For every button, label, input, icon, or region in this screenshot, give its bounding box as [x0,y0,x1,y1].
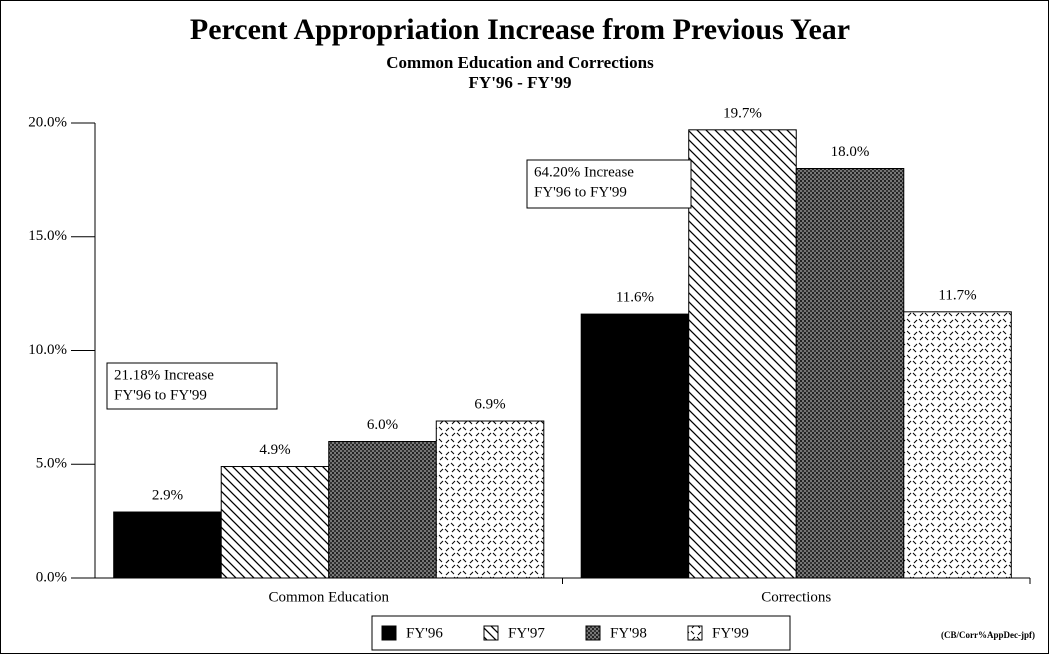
legend-swatch [585,625,601,641]
annotation: 21.18% Increase [114,367,214,383]
data-label: 6.9% [474,396,505,412]
legend-label: FY'96 [406,625,443,641]
bar [903,311,1012,579]
chart-subtitle: Common Education and Corrections [386,53,654,72]
annotation: FY'96 to FY'99 [114,387,207,403]
x-tick-label: Common Education [269,589,390,605]
y-tick-label: 15.0% [28,228,67,244]
bar [580,313,690,579]
annotation-box [526,159,692,209]
bar [795,168,905,579]
data-label: 11.6% [616,290,654,306]
data-label: 18.0% [831,144,870,160]
legend-label: FY'98 [610,625,647,641]
chart-title: Percent Appropriation Increase from Prev… [190,13,850,46]
legend-swatch [687,625,703,641]
annotation: FY'96 to FY'99 [534,184,627,200]
y-tick-label: 0.0% [36,569,67,585]
bar [220,466,330,579]
x-tick-label: Corrections [761,589,831,605]
annotation-box [106,362,278,410]
y-tick-label: 20.0% [28,114,67,130]
bar [435,420,545,579]
data-label: 11.7% [938,287,976,303]
data-label: 19.7% [723,105,762,121]
legend-swatch [381,625,397,641]
legend-swatch [483,625,499,641]
legend-label: FY'99 [712,625,749,641]
chart-subtitle: FY'96 - FY'99 [469,73,572,92]
legend-label: FY'97 [508,625,545,641]
bar [328,441,437,579]
y-tick-label: 5.0% [36,456,67,472]
annotation: 64.20% Increase [534,164,634,180]
bar [688,129,797,579]
legend-box [371,615,791,651]
footnote: (CB/Corr%AppDec-jpf) [941,630,1035,640]
data-label: 4.9% [259,442,290,458]
data-label: 6.0% [367,417,398,433]
data-label: 2.9% [152,487,183,503]
y-tick-label: 10.0% [28,342,67,358]
bar [113,511,222,579]
